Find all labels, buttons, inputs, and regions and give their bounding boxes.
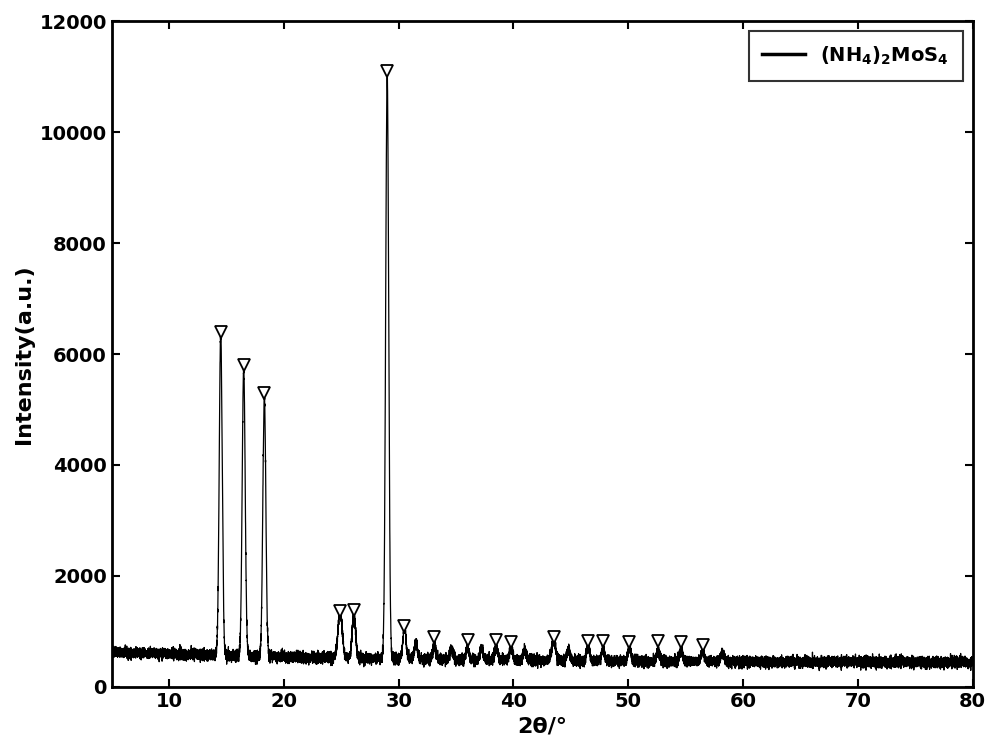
Y-axis label: Intensity(a.u.): Intensity(a.u.) xyxy=(14,264,34,444)
X-axis label: 2θ/°: 2θ/° xyxy=(517,716,567,736)
Legend: $\mathbf{(NH_4)_2MoS_4}$: $\mathbf{(NH_4)_2MoS_4}$ xyxy=(749,31,963,81)
